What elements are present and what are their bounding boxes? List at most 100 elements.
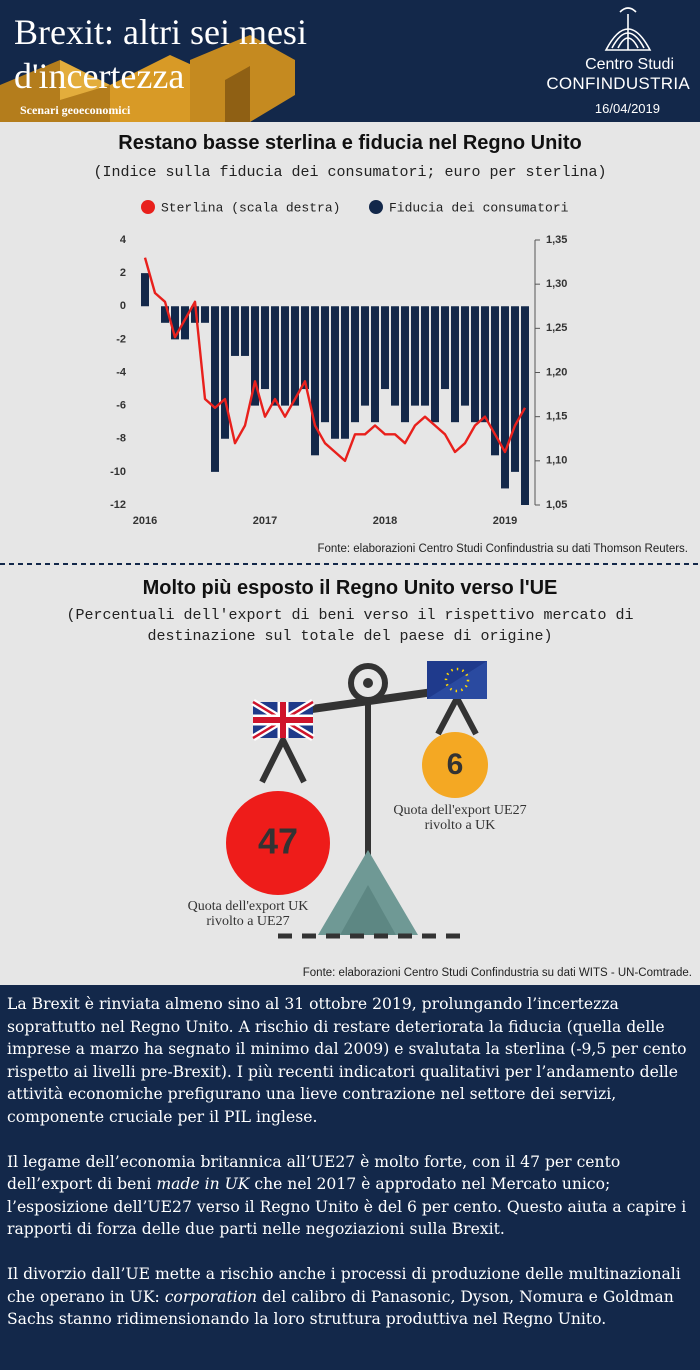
bar <box>451 306 459 423</box>
bar <box>441 306 449 390</box>
x-tick-label: 2018 <box>373 515 397 527</box>
text: che nel 2017 è approdato nel Mercato uni… <box>7 1175 687 1239</box>
y2-tick-label: 1,05 <box>546 499 567 511</box>
bar <box>141 273 149 307</box>
body-text: La Brexit è rinviata almeno sino al 31 o… <box>0 985 700 1370</box>
value-circle <box>226 791 330 895</box>
y2-tick-label: 1,25 <box>546 322 567 334</box>
value-label: 6 <box>447 748 464 781</box>
bar <box>201 306 209 323</box>
bar <box>321 306 329 423</box>
bar <box>361 306 369 406</box>
pivot <box>363 678 373 688</box>
hanger <box>259 733 307 784</box>
header: Brexit: altri sei mesi d'incertezza Scen… <box>0 0 700 122</box>
bar <box>491 306 499 456</box>
logo <box>604 7 652 51</box>
bar <box>191 306 199 323</box>
scale-drawing <box>251 661 487 939</box>
y-tick-label: -8 <box>116 433 126 445</box>
uk-flag <box>251 698 315 742</box>
bar <box>281 306 289 406</box>
paragraph: Il legame dell’economia britannica all’U… <box>7 1151 693 1241</box>
base <box>340 885 396 935</box>
text: corporation <box>164 1287 258 1306</box>
paragraph: La Brexit è rinviata almeno sino al 31 o… <box>7 993 693 1129</box>
bar <box>181 306 189 340</box>
chart-subtitle: (Indice sulla fiducia dei consumatori; e… <box>93 164 606 181</box>
bar <box>221 306 229 439</box>
bar <box>251 306 259 406</box>
legend-label: Sterlina (scala destra) <box>161 200 340 215</box>
text: del calibro di Panasonic, Dyson, Nomura … <box>7 1287 674 1329</box>
decor <box>60 60 110 100</box>
y-tick-label: 0 <box>120 300 126 312</box>
y2-tick-label: 1,20 <box>546 366 567 378</box>
bar <box>211 306 219 472</box>
bar <box>271 306 279 406</box>
eu-flag <box>427 661 487 699</box>
bar <box>521 306 529 505</box>
date: 16/04/2019 <box>594 101 660 116</box>
bar <box>391 306 399 406</box>
y-tick-label: 4 <box>120 234 127 246</box>
hanger <box>435 691 479 736</box>
org-name: CONFINDUSTRIA <box>546 74 690 93</box>
line <box>143 257 527 462</box>
bar <box>381 306 389 390</box>
text: La Brexit è rinviata almeno sino al 31 o… <box>7 995 687 1126</box>
org-name: Centro Studi <box>585 56 674 73</box>
bar <box>311 306 319 456</box>
category-label: Quota dell'export UE27 rivolto a UK <box>393 803 527 833</box>
x-tick-label: 2019 <box>493 515 517 527</box>
chart-title: Molto più esposto il Regno Unito verso l… <box>143 577 558 599</box>
y-tick-label: -10 <box>110 466 126 478</box>
bar <box>291 306 299 406</box>
y2-tick-label: 1,30 <box>546 278 567 290</box>
bar <box>471 306 479 423</box>
header-decoration <box>0 7 652 122</box>
chart-title: Restano basse sterlina e fiducia nel Reg… <box>118 132 581 154</box>
bar <box>421 306 429 406</box>
category-label: Quota dell'export UK rivolto a UE27 <box>187 899 309 929</box>
legend-marker <box>141 200 155 214</box>
bar <box>401 306 409 423</box>
legend-marker <box>369 200 383 214</box>
y-tick-label: -4 <box>116 366 127 378</box>
y-tick-label: -12 <box>110 499 126 511</box>
value-circle <box>422 732 488 798</box>
bar <box>341 306 349 439</box>
bar <box>261 306 269 390</box>
bar <box>171 306 179 340</box>
bar <box>461 306 469 406</box>
bar <box>501 306 509 489</box>
bar <box>231 306 239 356</box>
bar <box>161 306 169 323</box>
bar <box>331 306 339 439</box>
text: Il divorzio dall’UE mette a rischio anch… <box>7 1264 681 1306</box>
bar <box>481 306 489 423</box>
x-tick-label: 2017 <box>253 515 277 527</box>
decor <box>225 66 250 122</box>
y2-tick-label: 1,15 <box>546 411 567 423</box>
source: Fonte: elaborazioni Centro Studi Confind… <box>317 543 688 555</box>
y2-tick-label: 1,10 <box>546 455 567 467</box>
charts: Restano basse sterlina e fiducia nel Reg… <box>0 132 700 979</box>
value-label: 47 <box>258 821 298 862</box>
page-title: Brexit: altri sei mesi d'incertezza <box>14 12 307 96</box>
y-tick-label: 2 <box>120 267 126 279</box>
text: Il legame dell’economia britannica all’U… <box>7 1152 621 1194</box>
bar <box>431 306 439 423</box>
chart-subtitle: (Percentuali dell'export di beni verso i… <box>66 607 634 645</box>
y-tick-label: -2 <box>116 333 126 345</box>
bar <box>411 306 419 406</box>
source: Fonte: elaborazioni Centro Studi Confind… <box>303 967 692 979</box>
bar <box>351 306 359 423</box>
paragraph: Il divorzio dall’UE mette a rischio anch… <box>7 1263 693 1331</box>
bar <box>301 306 309 390</box>
bar <box>371 306 379 423</box>
bar <box>241 306 249 356</box>
y2-tick-label: 1,35 <box>546 234 567 246</box>
x-tick-label: 2016 <box>133 515 157 527</box>
text: made in UK <box>156 1175 250 1194</box>
